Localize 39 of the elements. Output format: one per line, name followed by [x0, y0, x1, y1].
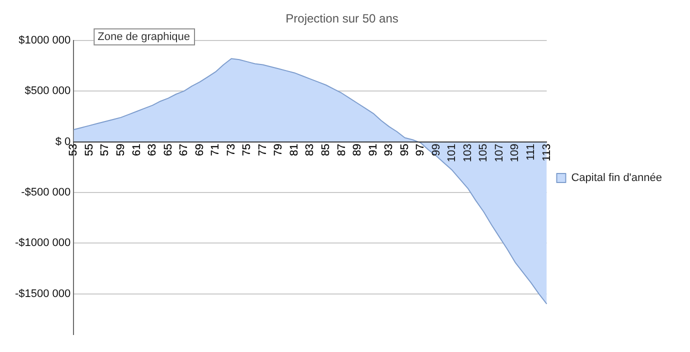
x-tick-label: 59 — [115, 144, 127, 156]
x-tick-label: 97 — [414, 144, 427, 156]
x-tick-label: 61 — [130, 144, 143, 156]
x-tick-label: 57 — [99, 144, 112, 156]
x-tick-label: 77 — [256, 144, 269, 156]
x-tick-label: 75 — [241, 144, 254, 156]
x-tick-label: 111 — [524, 144, 537, 161]
y-tick-label: -$1000 000 — [14, 237, 71, 250]
annotation: Zone de graphique — [98, 30, 190, 43]
x-tick-label: 91 — [367, 144, 380, 156]
legend-label: Capital fin d'année — [571, 172, 662, 184]
x-tick-label: 89 — [352, 144, 364, 156]
y-tick-label: -$1500 000 — [14, 288, 71, 300]
x-tick-label: 73 — [225, 144, 238, 156]
x-tick-label: 103 — [462, 144, 474, 162]
x-tick-label: 79 — [272, 144, 285, 156]
x-tick-label: 99 — [430, 144, 442, 156]
x-tick-label: 63 — [146, 144, 159, 156]
x-tick-label: 93 — [383, 144, 396, 156]
x-tick-label: 85 — [320, 144, 332, 156]
x-tick-label: 105 — [478, 144, 490, 162]
x-tick-label: 67 — [178, 144, 190, 156]
y-tick-label: $500 000 — [24, 85, 71, 98]
x-tick-label: 53 — [68, 144, 80, 156]
x-tick-label: 87 — [336, 144, 348, 156]
x-tick-label: 65 — [162, 144, 174, 156]
y-tick-label: $1000 000 — [18, 34, 71, 46]
chart-title: Projection sur 50 ans — [286, 12, 398, 26]
y-tick-label: -$500 000 — [21, 186, 71, 198]
x-tick-label: 109 — [509, 144, 522, 162]
x-tick-label: 69 — [194, 144, 206, 156]
x-tick-label: 81 — [288, 144, 300, 156]
x-tick-label: 71 — [210, 144, 222, 156]
x-tick-label: 55 — [83, 144, 96, 156]
x-tick-label: 83 — [304, 144, 316, 156]
x-tick-label: 113 — [540, 144, 553, 162]
x-tick-label: 107 — [493, 144, 506, 162]
x-tick-label: 101 — [446, 144, 458, 162]
x-tick-label: 95 — [398, 144, 411, 156]
